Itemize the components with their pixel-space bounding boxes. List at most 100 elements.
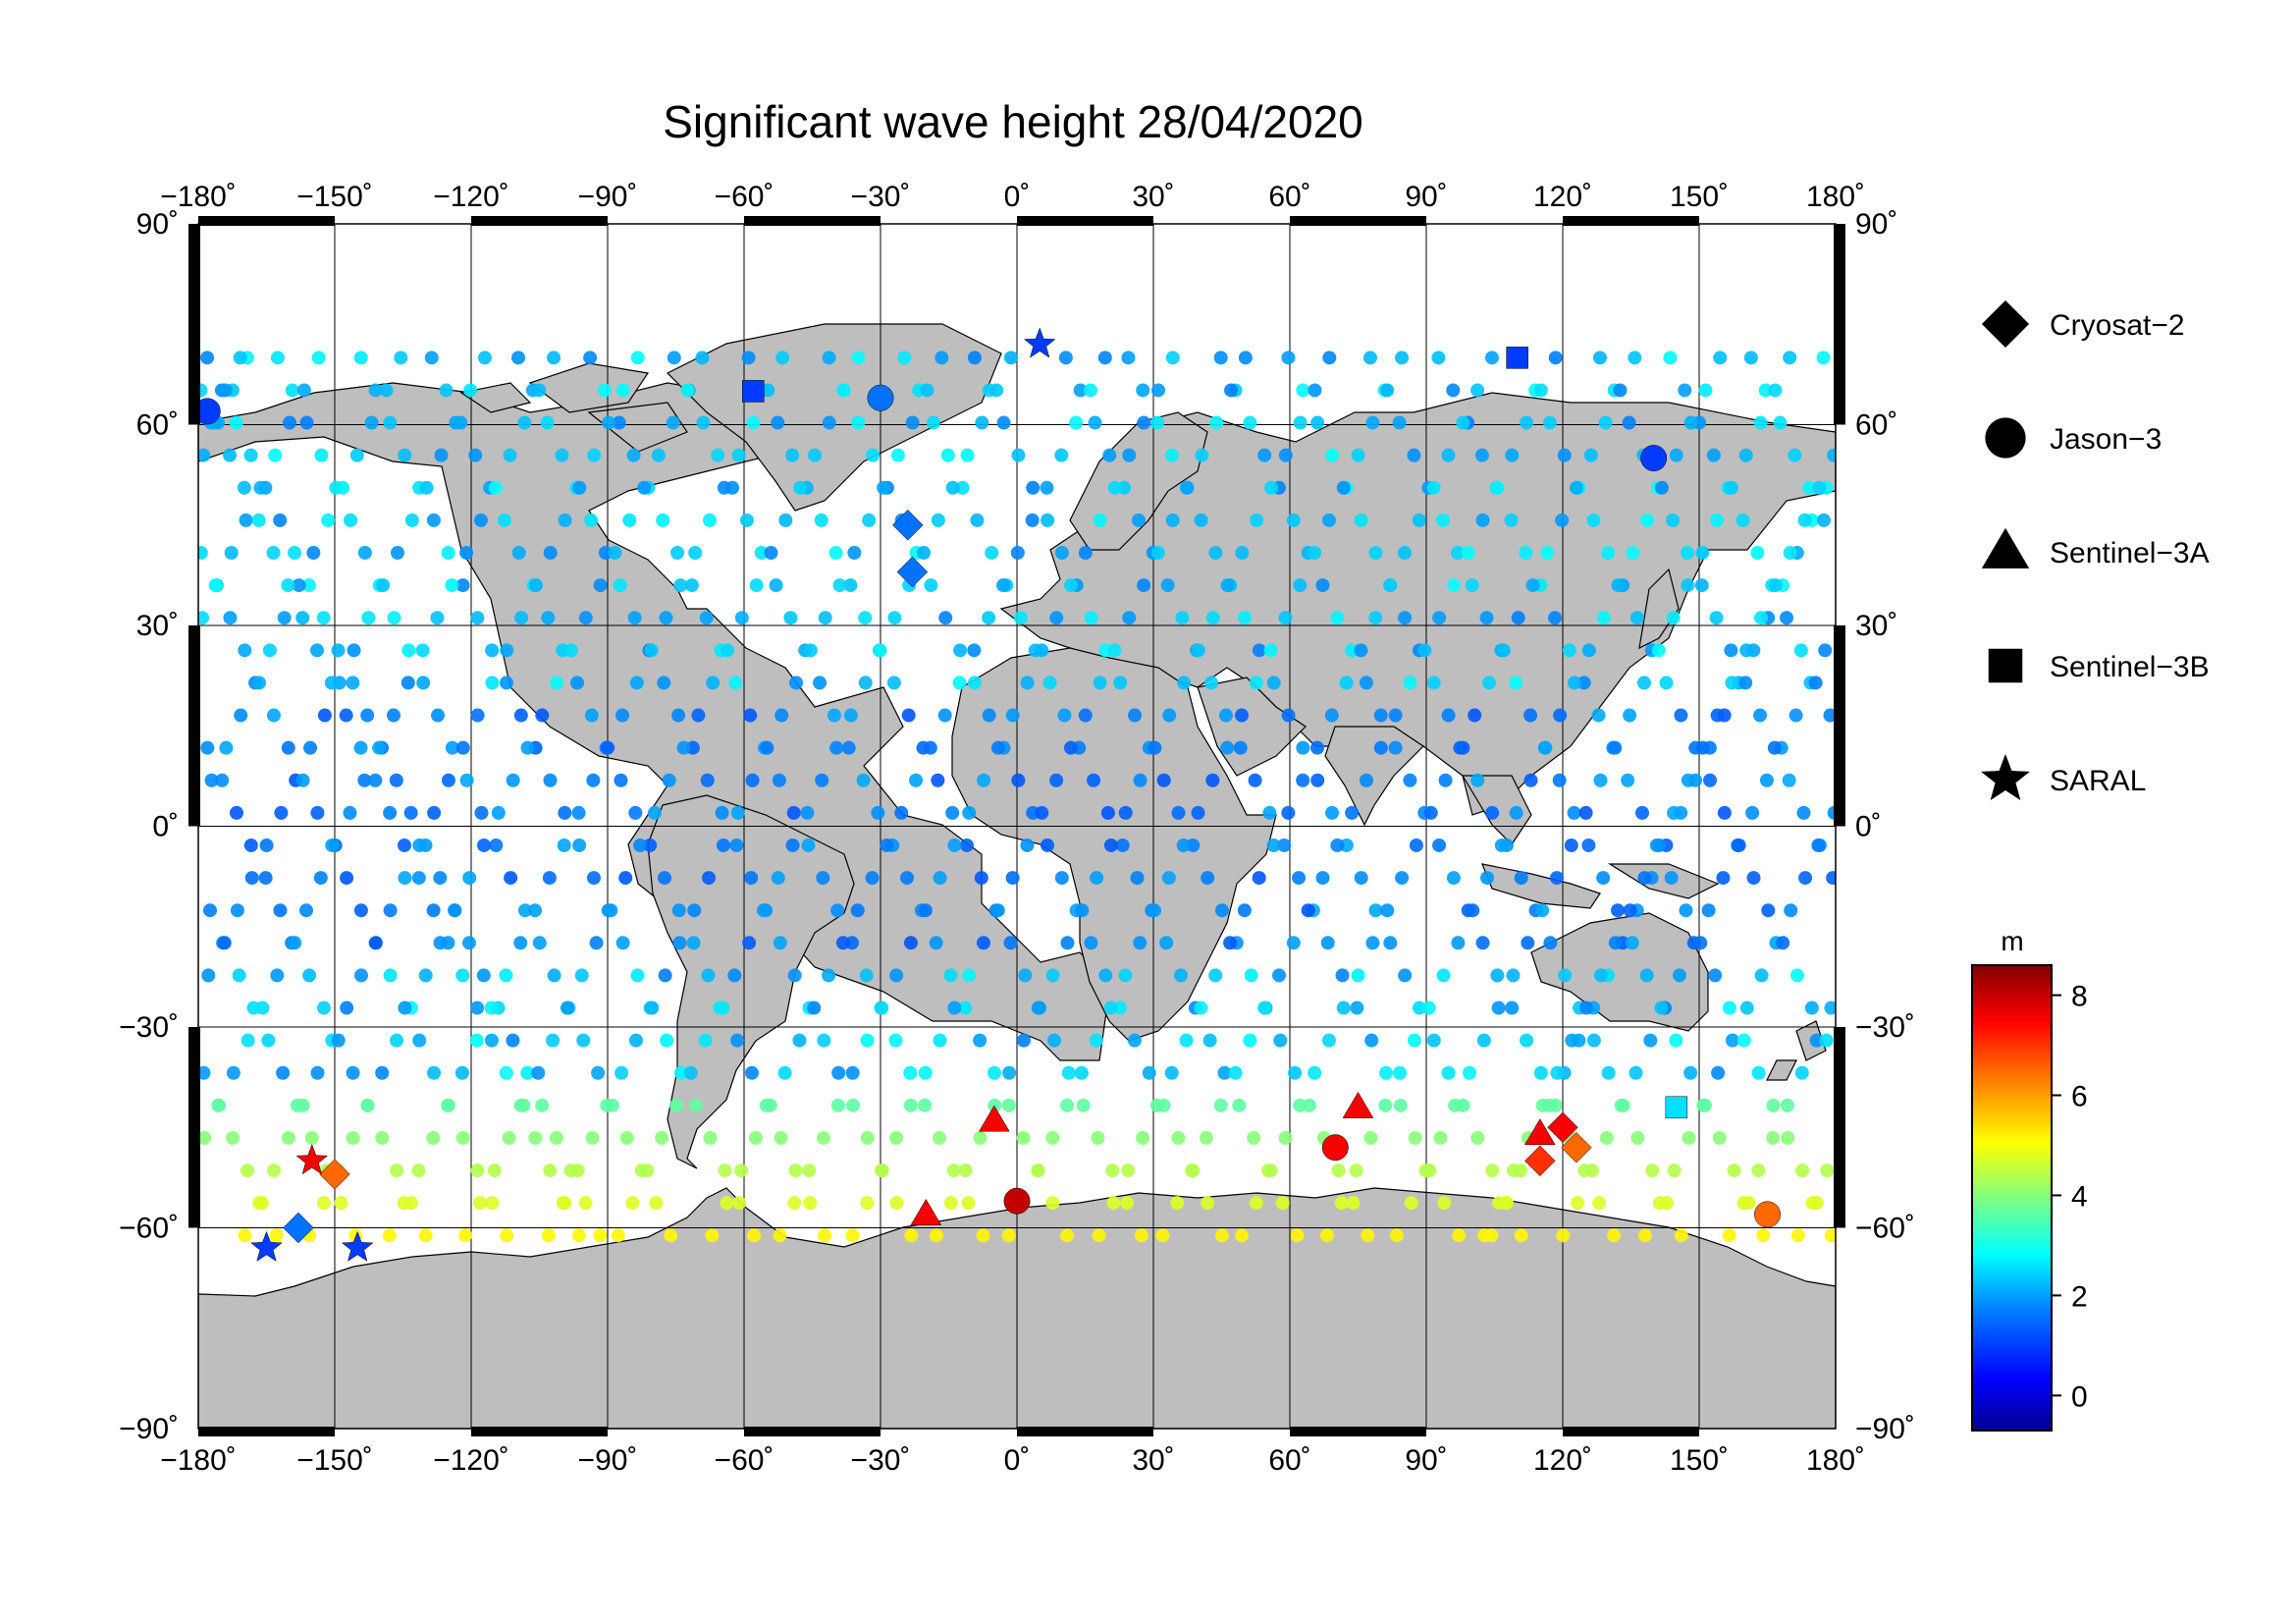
track-sample — [1363, 1131, 1377, 1145]
track-sample — [456, 1131, 470, 1145]
track-sample — [1549, 351, 1563, 364]
track-sample — [1439, 774, 1453, 787]
track-sample — [745, 1066, 759, 1080]
track-sample — [1555, 514, 1569, 527]
track-sample — [1238, 903, 1252, 917]
track-sample — [861, 1131, 875, 1145]
track-sample — [1294, 416, 1308, 430]
track-sample — [720, 1196, 733, 1210]
track-sample — [544, 546, 558, 560]
track-sample — [659, 611, 672, 624]
track-sample — [1713, 351, 1727, 364]
track-sample — [375, 1131, 389, 1145]
track-sample — [500, 643, 513, 657]
track-sample — [267, 709, 281, 723]
track-sample — [542, 1228, 556, 1242]
lon-tick-label-bottom: −90˚ — [578, 1444, 638, 1477]
track-sample — [728, 676, 742, 689]
track-sample — [859, 676, 873, 689]
track-sample — [1060, 1228, 1074, 1242]
track-sample — [485, 1034, 499, 1048]
track-sample — [687, 903, 701, 917]
track-sample — [1565, 839, 1578, 852]
track-sample — [889, 1131, 903, 1145]
track-sample — [744, 871, 758, 885]
track-sample — [1451, 936, 1465, 949]
track-sample — [696, 416, 710, 430]
track-sample — [1608, 741, 1622, 755]
track-sample — [306, 546, 320, 560]
track-sample — [1652, 839, 1666, 852]
track-sample — [645, 643, 659, 657]
track-sample — [1308, 383, 1321, 397]
track-sample — [1515, 1228, 1528, 1242]
track-sample — [398, 839, 411, 852]
track-sample — [1166, 514, 1180, 527]
track-sample — [1613, 383, 1627, 397]
track-sample — [672, 936, 686, 949]
track-sample — [1282, 351, 1296, 364]
track-sample — [297, 383, 311, 397]
track-sample — [1354, 643, 1367, 657]
track-sample — [1669, 1034, 1682, 1048]
track-sample — [1798, 871, 1812, 885]
track-sample — [548, 968, 561, 982]
track-sample — [1055, 546, 1069, 560]
track-sample — [332, 643, 346, 657]
observation-point — [1322, 1135, 1348, 1161]
track-sample — [1239, 351, 1253, 364]
track-sample — [774, 709, 788, 723]
track-sample — [684, 1066, 698, 1080]
track-sample — [1751, 1163, 1765, 1177]
track-sample — [218, 936, 232, 949]
track-sample — [699, 1034, 713, 1048]
track-sample — [1224, 383, 1238, 397]
track-sample — [1519, 546, 1532, 560]
track-sample — [1350, 1001, 1363, 1015]
track-sample — [1441, 449, 1455, 462]
track-sample — [1783, 774, 1796, 787]
track-sample — [459, 546, 473, 560]
observation-point — [1004, 1188, 1030, 1214]
track-sample — [760, 741, 774, 755]
track-sample — [1250, 1196, 1263, 1210]
track-sample — [1390, 1228, 1404, 1242]
track-sample — [1102, 449, 1116, 462]
track-sample — [485, 676, 499, 689]
track-sample — [1447, 578, 1461, 592]
track-sample — [585, 709, 599, 723]
track-sample — [695, 351, 709, 364]
track-sample — [1784, 546, 1797, 560]
track-sample — [1462, 546, 1475, 560]
track-sample — [1812, 481, 1826, 495]
track-sample — [419, 1228, 433, 1242]
satellite-legend: Cryosat−2Jason−3Sentinel−3ASentinel−3BSA… — [1982, 300, 2210, 799]
track-sample — [312, 351, 326, 364]
track-sample — [1568, 676, 1581, 689]
track-sample — [1442, 1066, 1456, 1080]
track-sample — [938, 709, 952, 723]
track-sample — [1600, 1131, 1614, 1145]
track-sample — [982, 611, 995, 624]
track-sample — [1681, 546, 1694, 560]
track-sample — [1740, 1001, 1754, 1015]
track-sample — [764, 546, 777, 560]
lat-tick-label-right: −60˚ — [1855, 1213, 1915, 1245]
track-sample — [1195, 514, 1208, 527]
track-sample — [1628, 351, 1641, 364]
track-sample — [691, 709, 705, 723]
track-sample — [630, 968, 644, 982]
track-sample — [300, 416, 314, 430]
lon-tick-label-bottom: 120˚ — [1533, 1444, 1592, 1477]
track-sample — [1004, 351, 1018, 364]
track-sample — [1609, 936, 1623, 949]
track-sample — [340, 709, 353, 723]
track-sample — [793, 481, 807, 495]
track-sample — [570, 676, 584, 689]
track-sample — [1253, 871, 1266, 885]
track-sample — [1485, 1163, 1499, 1177]
track-sample — [1264, 1163, 1278, 1177]
track-sample — [291, 1099, 304, 1112]
track-sample — [625, 1196, 639, 1210]
track-sample — [1361, 1228, 1374, 1242]
